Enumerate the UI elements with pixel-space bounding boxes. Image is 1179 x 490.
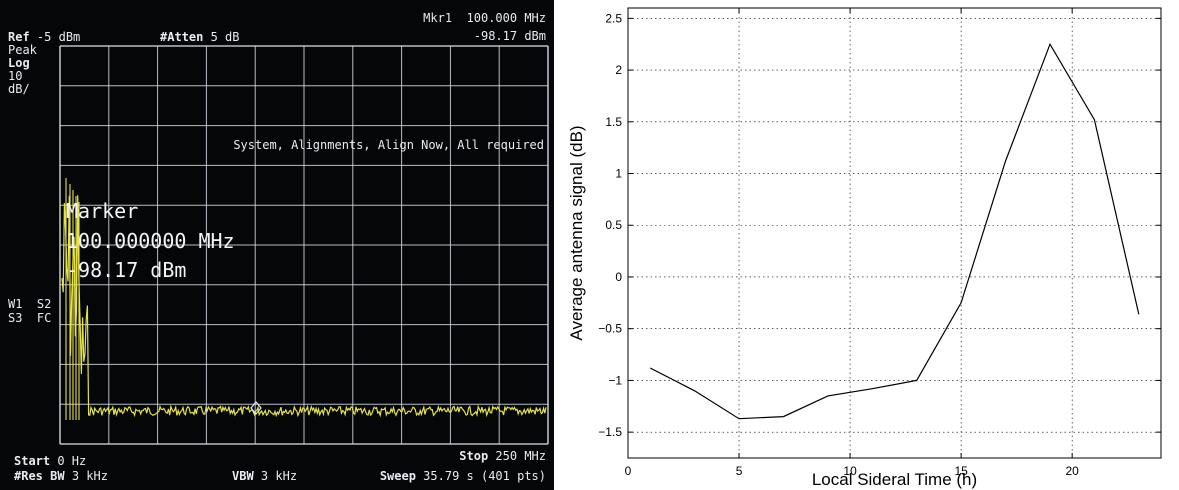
stop-frequency: Stop 250 MHz [459,450,546,463]
x-tick-label: 10 [843,464,857,478]
ref-level: Ref -5 dBm [8,31,80,44]
y-tick-label: 2.5 [605,11,622,25]
scale-unit: dB/ [8,82,30,96]
marker-readout-1: Mkr1 100.000 MHz [423,11,546,25]
sidereal-signal-chart: 0 5 10 15 20 −1.5 −1 −0.5 0 0.5 1 1.5 2 2.5 Local Sid… [567,7,1162,489]
y-tick-label: −1.5 [598,425,622,439]
ref-label: Ref [8,30,30,44]
y-tick-label: −1 [608,373,622,387]
y-tick-label: 1 [615,167,622,181]
x-tick-label: 20 [1065,464,1079,478]
vbw-value: 3 kHz [260,469,298,483]
alignment-alert: System, Alignments, Align Now, All requi… [233,138,544,152]
sweep-time: Sweep 35.79 s (401 pts) [380,470,546,483]
series-line [649,42,1140,420]
analyzer-trace [61,195,547,418]
atten-value: 5 dB [210,30,240,44]
plot-area-frame [627,7,1162,459]
vbw-label: VBW [232,469,254,483]
trace-status-2: S3 FC [8,311,52,325]
series-layer [649,42,1140,420]
resolution-bandwidth: #Res BW 3 kHz [14,470,108,483]
y-tick-label: −0.5 [598,322,622,336]
y-tick-label: 0 [615,270,622,284]
stop-label: Stop [459,449,489,463]
x-tick-label: 5 [736,464,743,478]
attenuation: #Atten 5 dB [160,31,240,44]
chart-grid [627,8,1161,458]
analyzer-grid [59,45,549,445]
sweep-label: Sweep [379,469,416,483]
detector-mode: Peak [8,43,37,57]
marker-frequency: 100.000000 MHz [66,229,235,253]
x-axis-label: Local Sideral Time (h) [812,470,977,489]
stop-value: 250 MHz [495,449,546,463]
analyzer-graticule [59,45,549,445]
resbw-label: #Res BW [14,469,65,483]
start-label: Start [14,454,51,468]
start-value: 0 Hz [57,454,87,468]
start-frequency: Start 0 Hz [14,455,86,468]
marker-level: -98.17 dBm [66,258,187,282]
scale-type: Log [8,56,30,70]
y-tick-label: 1.5 [605,115,622,129]
trace-status-1: W1 S2 [8,297,52,311]
marker-title: Marker [66,199,139,223]
axis-ticks: 0 5 10 15 20 −1.5 −1 −0.5 0 0.5 1 1.5 2 2.5 [598,8,1161,478]
y-axis-label: Average antenna signal (dB) [567,125,586,340]
y-tick-label: 0.5 [605,218,622,232]
spectrum-analyzer-screen: Ref -5 dBm #Atten 5 dB Mkr1 100.000 MHz … [0,0,554,490]
video-bandwidth: VBW 3 kHz [232,470,297,483]
scale-value: 10 [8,69,23,83]
x-tick-label: 0 [625,464,632,478]
resbw-value: 3 kHz [71,469,108,483]
x-tick-label: 15 [954,464,968,478]
y-tick-label: 2 [615,63,622,77]
marker-readout-2: -98.17 dBm [473,29,546,43]
sweep-value: 35.79 s (401 pts) [423,469,546,483]
atten-label: #Atten [160,30,204,44]
marker-diamond-icon [250,401,262,415]
ref-value: -5 dBm [36,30,81,44]
